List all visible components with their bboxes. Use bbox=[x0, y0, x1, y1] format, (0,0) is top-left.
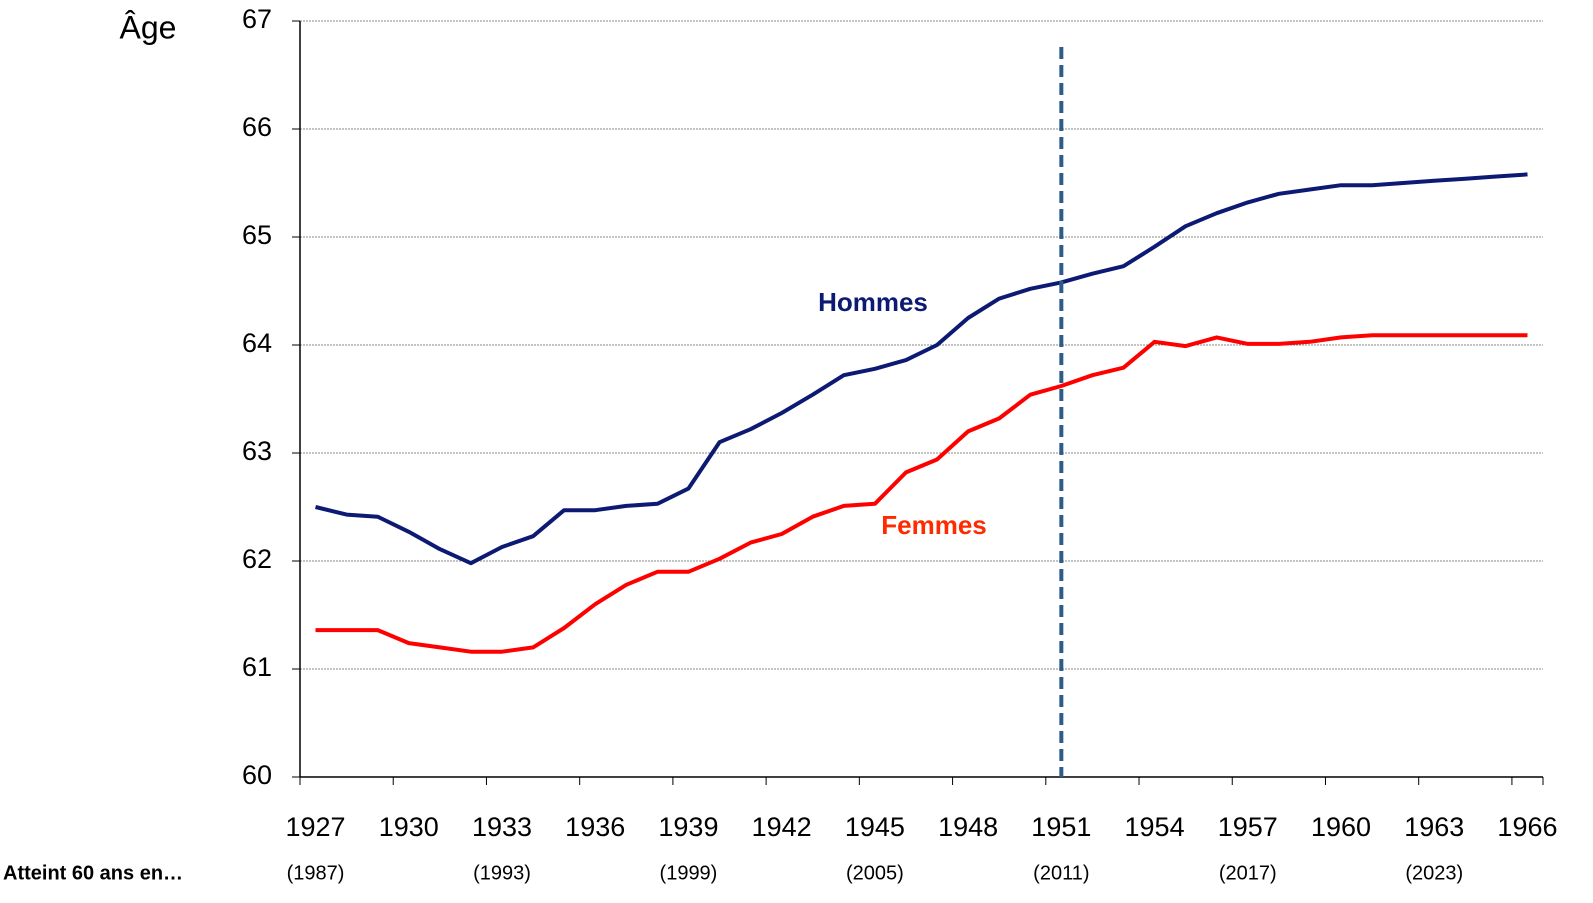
series-line bbox=[315, 333, 1528, 654]
series-label: Femmes bbox=[881, 510, 987, 540]
series-line bbox=[315, 172, 1528, 566]
secondary-tick-label: (1993) bbox=[473, 862, 531, 884]
secondary-tick-label: (2017) bbox=[1219, 862, 1277, 884]
y-tick-label: 64 bbox=[242, 328, 272, 358]
secondary-tick-label: (2011) bbox=[1033, 862, 1089, 884]
x-tick-label: 1966 bbox=[1497, 812, 1557, 842]
x-tick-label: 1948 bbox=[938, 812, 998, 842]
secondary-tick-label: (2005) bbox=[846, 862, 904, 884]
x-tick-label: 1945 bbox=[845, 812, 905, 842]
x-tick-label: 1942 bbox=[752, 812, 812, 842]
y-tick-label: 67 bbox=[242, 4, 272, 34]
x-tick-label: 1933 bbox=[472, 812, 532, 842]
secondary-tick-label: (1987) bbox=[287, 862, 345, 884]
y-tick-label: 60 bbox=[242, 760, 272, 790]
x-tick-label: 1960 bbox=[1311, 812, 1371, 842]
x-tick-label: 1930 bbox=[379, 812, 439, 842]
y-tick-label: 63 bbox=[242, 436, 272, 466]
x-tick-label: 1939 bbox=[658, 812, 718, 842]
y-tick-label: 65 bbox=[242, 220, 272, 250]
y-tick-label: 66 bbox=[242, 112, 272, 142]
series-label: Hommes bbox=[818, 287, 928, 317]
x-tick-label: 1936 bbox=[565, 812, 625, 842]
y-tick-label: 61 bbox=[242, 652, 272, 682]
secondary-axis-title: Atteint 60 ans en… bbox=[3, 862, 183, 884]
x-tick-label: 1951 bbox=[1031, 812, 1091, 842]
x-tick-label: 1927 bbox=[285, 812, 345, 842]
y-tick-label: 62 bbox=[242, 544, 272, 574]
secondary-tick-label: (1999) bbox=[660, 862, 718, 884]
x-tick-label: 1963 bbox=[1404, 812, 1464, 842]
x-tick-label: 1957 bbox=[1218, 812, 1278, 842]
x-tick-label: 1954 bbox=[1125, 812, 1185, 842]
secondary-tick-label: (2023) bbox=[1405, 862, 1463, 884]
y-axis-label: Âge bbox=[120, 9, 177, 45]
